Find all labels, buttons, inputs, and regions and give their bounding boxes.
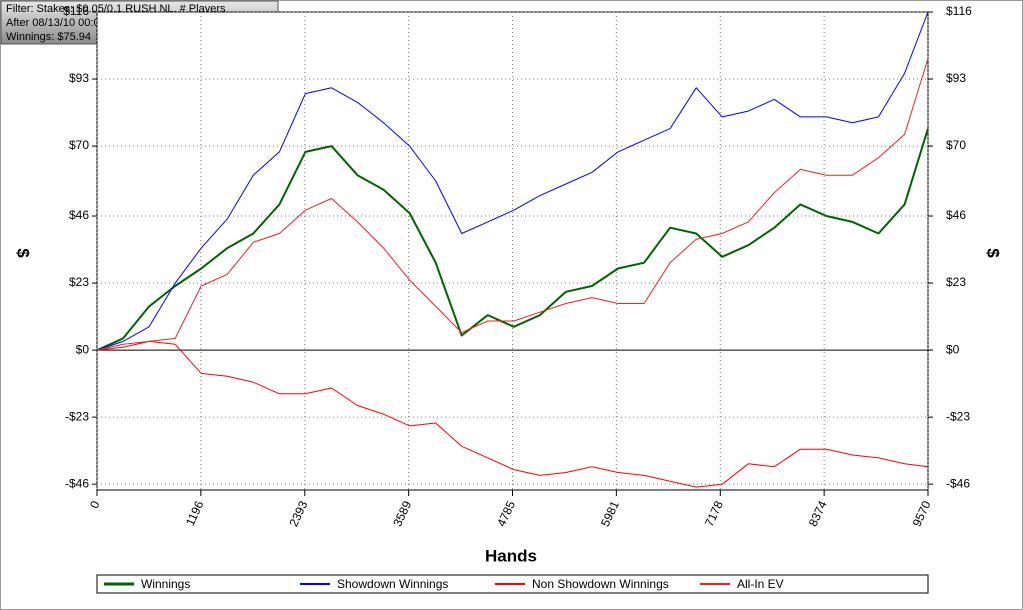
- y-tick-label-right: $93: [946, 71, 966, 85]
- y-tick-label-right: $70: [946, 138, 966, 152]
- y-tick-label-right: $46: [946, 208, 966, 222]
- info-line: After 08/13/10 00:04:28: [6, 17, 121, 29]
- y-tick-label: $46: [69, 208, 89, 222]
- series-line: [96, 340, 929, 488]
- info-line: Winnings: $75.94: [6, 31, 91, 43]
- legend-label: Non Showdown Winnings: [532, 577, 669, 591]
- y-tick-label-right: $23: [946, 275, 966, 289]
- plot-area: [96, 11, 929, 491]
- series-line: [96, 11, 929, 351]
- y-tick-label-right: -$46: [946, 476, 970, 490]
- y-tick-label: $70: [69, 138, 89, 152]
- y-tick-label-right: $116: [946, 4, 972, 18]
- legend-label: All-In EV: [737, 577, 784, 591]
- x-axis-label: Hands: [485, 546, 537, 565]
- y-tick-label: -$46: [65, 476, 89, 490]
- y-tick-label: $116: [63, 4, 89, 18]
- series-line: [96, 58, 929, 351]
- y-axis-label-right: $: [984, 248, 1003, 258]
- y-tick-label-right: -$23: [946, 409, 970, 423]
- y-tick-label: -$23: [65, 409, 89, 423]
- legend-label: Winnings: [141, 577, 190, 591]
- series-line: [96, 128, 929, 352]
- y-tick-label: $23: [69, 275, 89, 289]
- y-axis-label: $: [14, 248, 33, 258]
- y-tick-label: $93: [69, 71, 89, 85]
- y-tick-label-right: $0: [946, 342, 960, 356]
- y-tick-label: $0: [76, 342, 90, 356]
- legend-label: Showdown Winnings: [337, 577, 448, 591]
